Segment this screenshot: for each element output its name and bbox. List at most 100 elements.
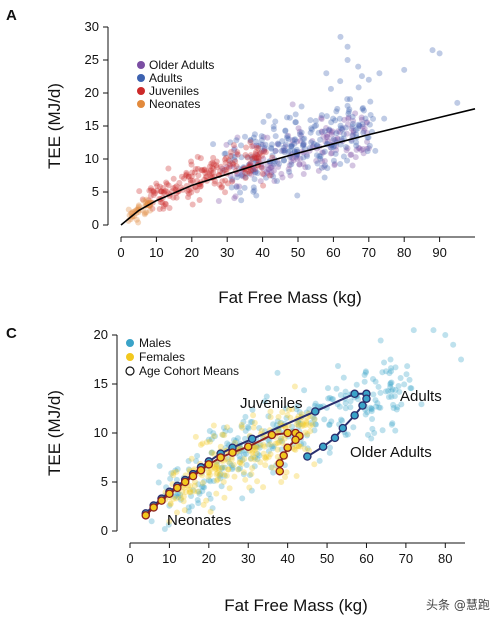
scatter-point (221, 166, 228, 173)
scatter-point (260, 182, 267, 189)
scatter-point (355, 84, 362, 91)
scatter-point (418, 401, 425, 408)
scatter-point (278, 479, 285, 486)
scatter-point (237, 459, 244, 466)
scatter-point (320, 149, 327, 156)
scatter-point (319, 129, 326, 136)
scatter-point (170, 175, 177, 182)
cohort-mean-point-females (141, 511, 151, 520)
scatter-point (361, 378, 368, 385)
scatter-point (366, 121, 373, 128)
scatter-point (214, 476, 221, 483)
scatter-point (250, 167, 257, 174)
scatter-point (268, 141, 275, 148)
scatter-point (160, 205, 167, 212)
scatter-point (392, 427, 399, 434)
scatter-point (246, 484, 253, 491)
scatter-point (231, 157, 238, 164)
scatter-point (300, 170, 307, 177)
scatter-point (302, 446, 309, 453)
scatter-point (370, 391, 377, 398)
scatter-point (282, 141, 289, 148)
x-tick-label: 20 (202, 551, 216, 566)
scatter-point (220, 424, 227, 431)
scatter-point (185, 508, 192, 515)
scatter-point (383, 368, 390, 375)
cohort-mean-point-males (318, 442, 328, 451)
scatter-point (307, 117, 314, 124)
scatter-point (367, 404, 374, 411)
scatter-point (312, 421, 319, 428)
scatter-point (324, 134, 331, 141)
scatter-point (250, 166, 257, 173)
legend-label-adults: Adults (149, 71, 182, 85)
scatter-point (269, 162, 276, 169)
scatter-point (342, 388, 349, 395)
scatter-point (339, 126, 346, 133)
scatter-point (368, 408, 375, 415)
scatter-point (201, 484, 208, 491)
scatter-point (191, 169, 198, 176)
scatter-point (185, 504, 192, 511)
scatter-point (293, 146, 300, 153)
scatter-point (237, 189, 244, 196)
scatter-point (210, 433, 217, 440)
scatter-point (267, 144, 274, 151)
scatter-point (281, 435, 288, 442)
scatter-point (272, 148, 279, 155)
scatter-point (243, 144, 250, 151)
cohort-mean-point-females (196, 465, 206, 475)
scatter-point (336, 115, 343, 122)
scatter-point (389, 386, 396, 393)
scatter-point (202, 170, 209, 177)
legend-swatch-cohort-means (125, 366, 135, 376)
scatter-point (287, 172, 294, 179)
scatter-point (312, 420, 319, 427)
panel-c-y-ticks: 0 5 10 15 20 (94, 327, 117, 538)
scatter-point (133, 216, 140, 223)
scatter-point (314, 160, 321, 167)
scatter-point (219, 464, 226, 471)
scatter-point (349, 123, 356, 130)
scatter-point (329, 137, 336, 144)
scatter-point (458, 356, 465, 363)
x-tick-label: 60 (359, 551, 373, 566)
scatter-point (135, 202, 142, 209)
scatter-point (275, 413, 282, 420)
scatter-point (347, 398, 354, 405)
scatter-point (364, 409, 371, 416)
scatter-point (278, 170, 285, 177)
panel-c-y-title: TEE (MJ/d) (45, 390, 64, 476)
scatter-point (377, 337, 384, 344)
scatter-point (206, 163, 213, 170)
scatter-point (353, 142, 360, 149)
scatter-point (300, 141, 307, 148)
scatter-point (245, 425, 252, 432)
scatter-point (188, 158, 195, 165)
scatter-point (159, 199, 166, 206)
scatter-point (397, 375, 404, 382)
scatter-point (285, 166, 292, 173)
scatter-point (207, 508, 214, 515)
scatter-point (227, 427, 234, 434)
scatter-point (188, 173, 195, 180)
scatter-point (281, 149, 288, 156)
scatter-point (304, 164, 311, 171)
scatter-point (232, 158, 239, 165)
scatter-point (173, 476, 180, 483)
scatter-point (188, 161, 195, 168)
scatter-point (226, 161, 233, 168)
scatter-point (395, 383, 402, 390)
scatter-point (304, 431, 311, 438)
scatter-point (223, 154, 230, 161)
scatter-point (442, 332, 449, 338)
scatter-point (262, 141, 269, 148)
scatter-point (289, 101, 296, 108)
scatter-point (355, 125, 362, 132)
scatter-point (327, 444, 334, 451)
scatter-point (298, 129, 305, 136)
scatter-point (163, 179, 170, 186)
panel-c-x-ticks: 0 10 20 30 40 50 60 70 80 (126, 543, 453, 566)
scatter-point (210, 430, 217, 437)
scatter-point (166, 518, 173, 525)
